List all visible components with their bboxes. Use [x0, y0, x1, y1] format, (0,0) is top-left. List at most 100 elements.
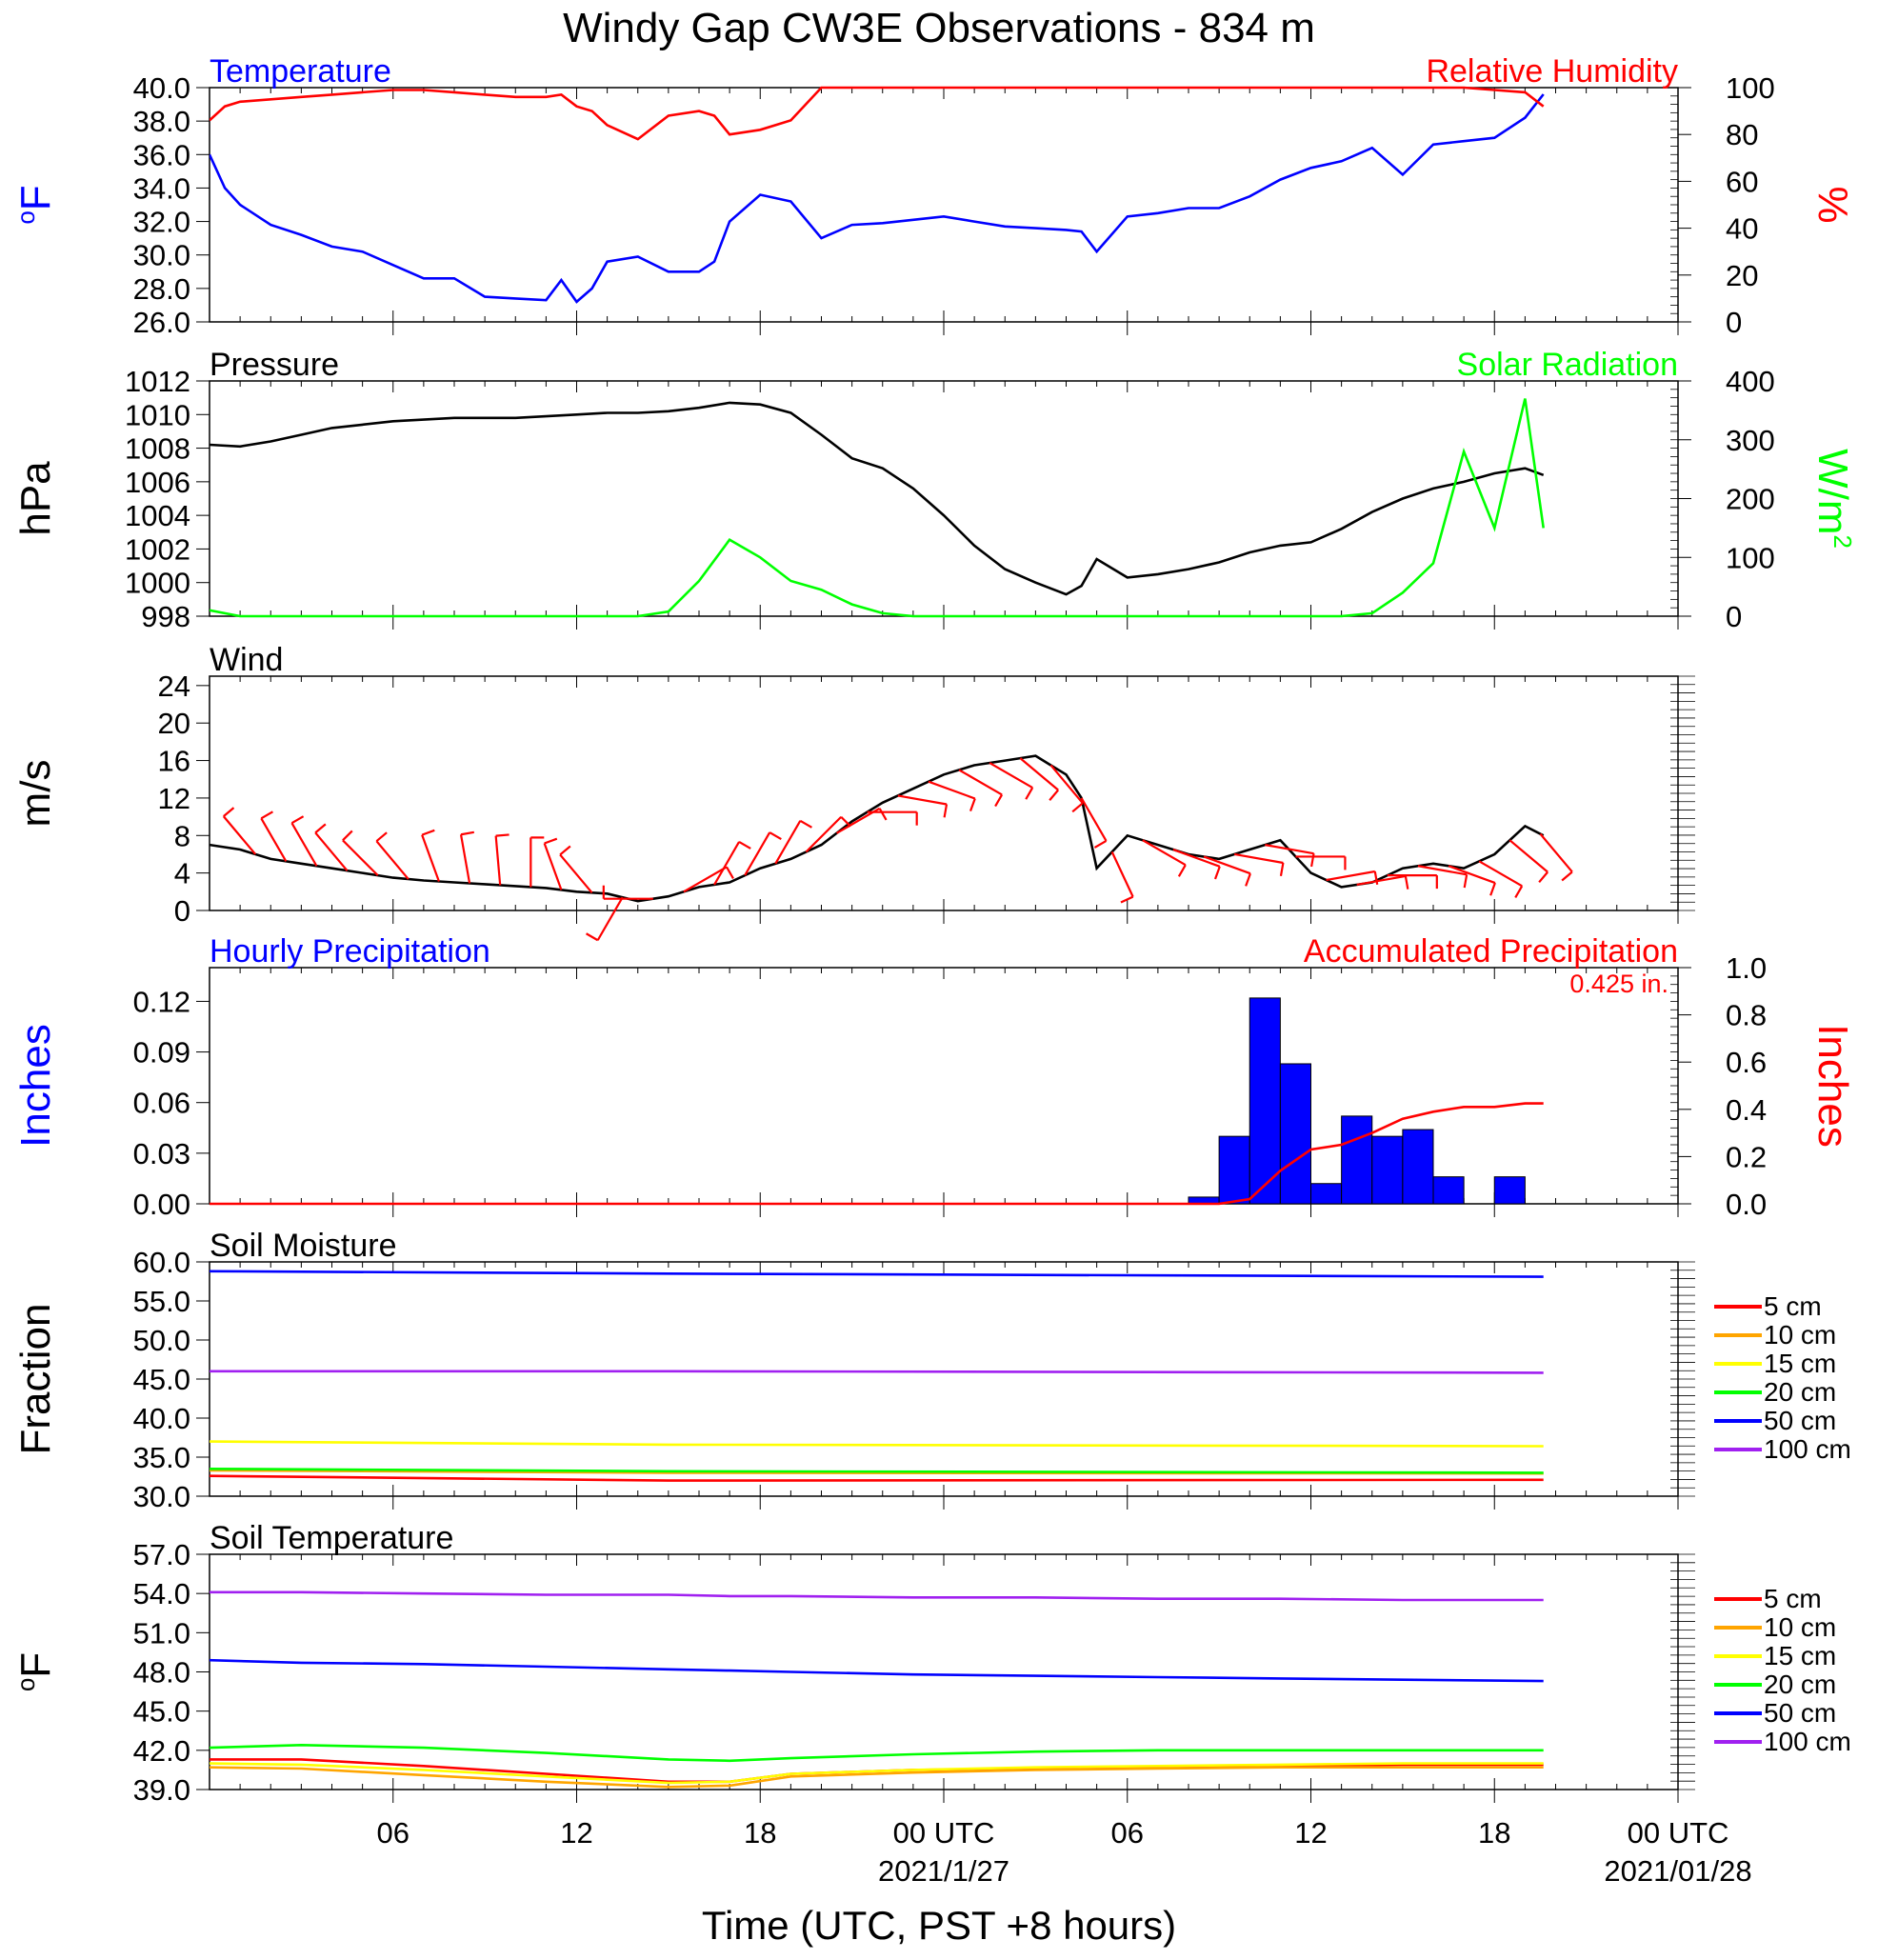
precip-bar — [1371, 1135, 1404, 1205]
wind-barb-flag — [799, 819, 812, 829]
precip-bar — [1218, 1135, 1250, 1205]
wind-barb-flag — [1025, 787, 1034, 800]
wind-barb-flag — [1120, 895, 1134, 904]
y-left-tick-label: 0.03 — [133, 1137, 190, 1170]
wind-barb-flag — [1489, 882, 1496, 896]
wind-barb — [494, 835, 502, 886]
series-line — [210, 398, 1545, 618]
y-left-tick-label: 42.0 — [133, 1734, 190, 1768]
wind-barb-flag — [1279, 862, 1285, 876]
wind-barb-flag — [1177, 864, 1187, 877]
wind-barb-flag — [342, 830, 353, 842]
y-left-tick-label: 30.0 — [133, 239, 190, 272]
wind-barb — [421, 834, 440, 882]
y-left-axis-label: oF — [11, 185, 59, 224]
panel-title-left: Hourly Precipitation — [210, 933, 490, 970]
y-left-tick-label: 16 — [158, 745, 190, 778]
y-left-tick-label: 45.0 — [133, 1695, 190, 1729]
wind-barb — [683, 866, 728, 893]
series-line — [210, 1762, 1544, 1785]
wind-barb-flag — [726, 866, 734, 879]
wind-barb-flag — [994, 793, 1004, 808]
y-left-tick-label: 1006 — [125, 466, 190, 499]
precip-bar — [1402, 1129, 1434, 1205]
y-left-axis-label: hPa — [12, 461, 59, 536]
wind-barb — [958, 769, 1003, 796]
panel-3: 0.00 0.03 0.06 0.09 0.12 0.0 0.2 0.4 0.6 0.8 1.0 Ho… — [12, 933, 1856, 1221]
wind-barb — [1326, 870, 1375, 882]
legend-label: 20 cm — [1764, 1377, 1836, 1407]
wind-barb — [375, 840, 410, 880]
y-right-tick-label: 200 — [1726, 483, 1775, 516]
wind-barb-flag — [460, 830, 475, 836]
wind-barb-flag — [969, 798, 976, 812]
wind-barb — [713, 841, 741, 886]
y-left-tick-label: 45.0 — [133, 1363, 190, 1396]
legend-label: 100 cm — [1764, 1727, 1851, 1756]
y-left-tick-label: 28.0 — [133, 272, 190, 306]
series-line — [210, 86, 1545, 141]
wind-barb — [290, 822, 318, 867]
wind-barb — [805, 815, 842, 853]
precip-bar — [1279, 1063, 1311, 1205]
y-left-tick-label: 51.0 — [133, 1616, 190, 1650]
y-left-tick-label: 60.0 — [133, 1246, 190, 1279]
y-left-tick-label: 36.0 — [133, 138, 190, 171]
y-left-tick-label: 0.00 — [133, 1188, 190, 1221]
wind-barb — [1448, 865, 1496, 885]
y-right-tick-label: 100 — [1726, 541, 1775, 574]
wind-barb-flag — [1404, 875, 1409, 890]
y-left-tick-label: 1010 — [125, 398, 190, 431]
panels: 26.028.030.032.034.036.038.040.002040608… — [11, 53, 1857, 1888]
wind-barb — [1172, 849, 1221, 868]
x-tick-label: 00 UTC — [893, 1816, 995, 1850]
panel-title-right: Solar Radiation — [1457, 347, 1678, 383]
wind-barb — [1110, 851, 1134, 898]
y-left-tick-label: 39.0 — [133, 1773, 190, 1807]
y-right-tick-label: 400 — [1726, 365, 1775, 398]
series-line — [210, 1743, 1544, 1763]
y-left-tick-label: 1002 — [125, 532, 190, 566]
wind-barb — [1142, 839, 1187, 867]
y-left-tick-label: 30.0 — [133, 1480, 190, 1513]
y-left-axis-label: Inches — [12, 1024, 59, 1148]
wind-barb-flag — [1213, 866, 1221, 880]
series-line — [210, 1766, 1544, 1789]
wind-barb-flag — [1310, 852, 1315, 868]
wind-barb — [260, 817, 288, 862]
x-tick-label: 12 — [1294, 1816, 1327, 1850]
y-left-tick-label: 40.0 — [133, 1402, 190, 1435]
legend-label: 5 cm — [1764, 1291, 1822, 1321]
wind-barb-flag — [290, 815, 305, 825]
panel-title-left: Wind — [210, 642, 283, 678]
wind-barb — [596, 896, 624, 941]
plot-frame — [209, 675, 1679, 911]
series-line — [210, 1658, 1544, 1683]
y-left-tick-label: 1012 — [125, 365, 190, 398]
y-left-tick-label: 998 — [141, 600, 190, 633]
wind-barb-flag — [495, 833, 509, 837]
wind-barb-flag — [1373, 870, 1379, 885]
wind-barb-flag — [840, 815, 851, 828]
x-tick-label: 06 — [1111, 1816, 1144, 1850]
precip-bar — [1341, 1115, 1373, 1205]
panel-2: 0 4 8 12 16 20 24 Wind m/s — [12, 642, 1695, 942]
wind-barb — [459, 834, 471, 884]
wind-barb — [1233, 852, 1284, 865]
wind-barb-flag — [1561, 870, 1573, 882]
precip-bar — [1493, 1176, 1526, 1205]
x-tick-label: 06 — [377, 1816, 410, 1850]
wind-barb-flag — [559, 845, 571, 856]
series-line — [210, 754, 1545, 903]
wind-barb-flag — [1463, 874, 1468, 889]
legend-label: 10 cm — [1764, 1612, 1836, 1642]
legend-label: 15 cm — [1764, 1349, 1836, 1378]
wind-barb-flag — [260, 810, 273, 820]
y-right-tick-label: 1.0 — [1726, 951, 1767, 985]
legend-label: 50 cm — [1764, 1406, 1836, 1435]
wind-barb — [1265, 844, 1314, 855]
legend-label: 10 cm — [1764, 1320, 1836, 1350]
series-line — [210, 1270, 1544, 1278]
